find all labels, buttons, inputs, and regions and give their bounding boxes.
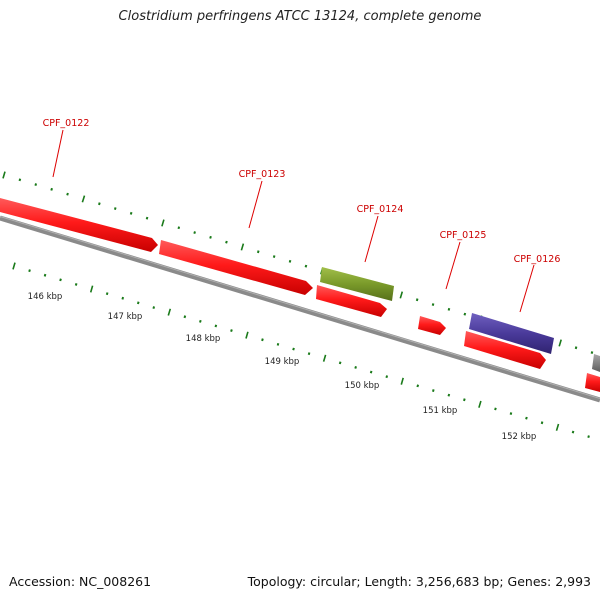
kbp-label-146: 146 kbp xyxy=(28,292,63,302)
scale-tick xyxy=(555,423,560,431)
scale-tick xyxy=(152,306,156,309)
gene-label-cpf-0123: CPF_0123 xyxy=(239,169,286,229)
scale-tick xyxy=(136,301,140,305)
outer-tick xyxy=(81,195,86,203)
accession-text: Accession: NC_008261 xyxy=(9,574,152,589)
scale-tick xyxy=(307,352,311,356)
gene-label-cpf-0122: CPF_0122 xyxy=(43,118,90,178)
scale-tick xyxy=(478,400,482,408)
outer-tick xyxy=(304,264,308,268)
outer-tick xyxy=(288,259,292,263)
outer-tick xyxy=(161,219,165,227)
svg-text:CPF_0122: CPF_0122 xyxy=(43,118,90,129)
gene-CPF-0123-arrow[interactable] xyxy=(159,240,313,295)
outer-tick xyxy=(558,339,562,347)
outer-tick xyxy=(145,216,149,220)
scale-tick xyxy=(292,347,295,351)
scale-tick xyxy=(509,412,513,415)
scale-tick xyxy=(74,283,78,286)
svg-text:CPF_0125: CPF_0125 xyxy=(440,230,487,241)
outer-tick xyxy=(177,226,181,230)
scale-tick xyxy=(338,361,342,365)
scale-tick xyxy=(12,262,16,270)
outer-tick xyxy=(193,231,196,234)
outer-tick xyxy=(415,298,419,302)
outer-tick xyxy=(240,243,245,251)
scale-tick xyxy=(494,407,497,411)
outer-tick xyxy=(34,183,38,186)
scale-tick xyxy=(354,366,357,369)
outer-tick xyxy=(209,235,212,239)
outer-tick xyxy=(272,255,276,258)
scale-tick xyxy=(369,370,373,374)
scale-tick xyxy=(385,375,389,379)
gene-CPF-0122-arrow[interactable] xyxy=(0,198,158,252)
gene-CPF-0124-arrow[interactable] xyxy=(316,285,387,317)
svg-text:CPF_0124: CPF_0124 xyxy=(357,204,404,215)
gene-CPF-0126-arrow[interactable] xyxy=(464,331,546,369)
outer-tick xyxy=(129,211,133,215)
scale-tick xyxy=(183,315,187,319)
svg-text:CPF_0126: CPF_0126 xyxy=(514,254,561,265)
gene-CPF-0125-arrow[interactable] xyxy=(418,316,446,335)
kbp-label-150: 150 kbp xyxy=(345,381,380,391)
topology-summary: Topology: circular; Length: 3,256,683 bp… xyxy=(247,574,591,589)
scale-tick-marks xyxy=(12,262,590,439)
outer-tick xyxy=(590,351,594,354)
scale-tick xyxy=(587,435,590,439)
scale-tick xyxy=(447,393,451,397)
scale-tick xyxy=(105,292,109,296)
outer-tick xyxy=(2,171,6,179)
scale-tick xyxy=(400,377,404,385)
outer-tick xyxy=(431,303,435,306)
gene-CPF-0126-purple-feature[interactable] xyxy=(469,313,554,354)
kbp-label-152: 152 kbp xyxy=(502,432,537,442)
gene-label-cpf-0124: CPF_0124 xyxy=(357,204,404,263)
outer-tick xyxy=(66,192,69,196)
outer-tick xyxy=(98,202,101,206)
partial-red-feature[interactable] xyxy=(585,373,600,392)
outer-tick xyxy=(113,207,117,210)
outer-tick xyxy=(225,240,228,244)
page-title: Clostridium perfringens ATCC 13124, comp… xyxy=(118,9,482,24)
scale-tick xyxy=(199,319,202,323)
kbp-label-151: 151 kbp xyxy=(423,406,458,416)
genome-backbone xyxy=(0,215,600,403)
kbp-label-149: 149 kbp xyxy=(265,357,300,367)
scale-tick xyxy=(571,430,575,434)
gene-CPF-0124-olive-feature[interactable] xyxy=(320,267,394,301)
scale-tick xyxy=(416,384,420,388)
scale-tick xyxy=(540,421,544,425)
outer-tick xyxy=(447,307,451,311)
scale-tick xyxy=(463,398,466,402)
scale-tick xyxy=(245,331,249,339)
scale-tick xyxy=(28,269,31,273)
grey-feature[interactable] xyxy=(592,354,600,372)
scale-tick xyxy=(230,329,233,332)
scale-tick xyxy=(59,278,62,282)
scale-tick xyxy=(432,389,435,392)
outer-tick xyxy=(256,250,260,254)
gene-label-cpf-0125: CPF_0125 xyxy=(440,230,487,290)
outer-tick xyxy=(18,178,22,182)
kbp-label-148: 148 kbp xyxy=(186,334,221,344)
outer-tick xyxy=(463,312,467,316)
scale-tick xyxy=(525,416,528,420)
scale-tick xyxy=(89,285,94,293)
scale-tick xyxy=(43,273,47,277)
scale-tick xyxy=(167,308,172,316)
scale-tick xyxy=(322,354,327,362)
scale-tick xyxy=(214,324,218,328)
scale-tick xyxy=(276,342,280,346)
outer-tick xyxy=(50,187,53,191)
svg-text:CPF_0123: CPF_0123 xyxy=(239,169,286,180)
scale-tick xyxy=(261,338,264,342)
gene-label-cpf-0126: CPF_0126 xyxy=(514,254,561,313)
scale-labels: 146 kbp 147 kbp 148 kbp 149 kbp 150 kbp … xyxy=(28,292,537,442)
kbp-label-147: 147 kbp xyxy=(108,312,143,322)
outer-tick xyxy=(574,346,578,350)
outer-tick xyxy=(399,291,404,299)
scale-tick xyxy=(121,296,125,300)
